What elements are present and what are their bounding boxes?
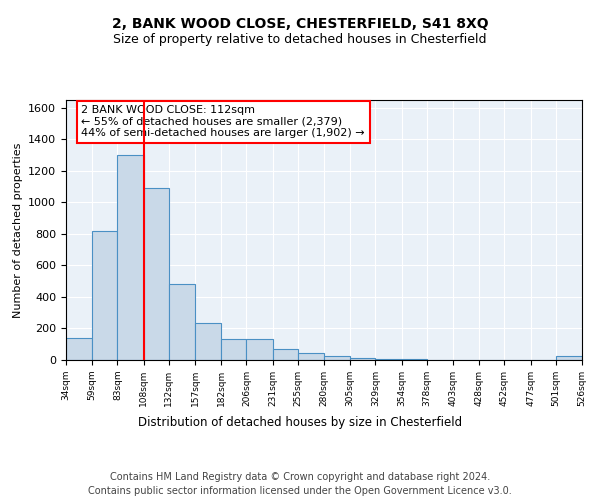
Bar <box>169 284 195 360</box>
Bar <box>376 359 401 360</box>
Y-axis label: Number of detached properties: Number of detached properties <box>13 142 23 318</box>
Bar <box>195 323 221 360</box>
Bar <box>66 338 92 360</box>
Text: 2 BANK WOOD CLOSE: 112sqm
← 55% of detached houses are smaller (2,379)
44% of se: 2 BANK WOOD CLOSE: 112sqm ← 55% of detac… <box>82 105 365 138</box>
Text: 2, BANK WOOD CLOSE, CHESTERFIELD, S41 8XQ: 2, BANK WOOD CLOSE, CHESTERFIELD, S41 8X… <box>112 18 488 32</box>
Bar <box>92 231 118 360</box>
Bar <box>401 359 427 360</box>
Bar <box>247 338 272 360</box>
Text: Contains HM Land Registry data © Crown copyright and database right 2024.
Contai: Contains HM Land Registry data © Crown c… <box>88 472 512 496</box>
Bar <box>324 356 350 360</box>
Bar <box>221 338 247 360</box>
Text: Size of property relative to detached houses in Chesterfield: Size of property relative to detached ho… <box>113 32 487 46</box>
Bar <box>556 356 582 360</box>
Bar <box>272 349 298 360</box>
Bar <box>298 353 324 360</box>
Bar <box>143 188 169 360</box>
Bar <box>118 155 143 360</box>
Text: Distribution of detached houses by size in Chesterfield: Distribution of detached houses by size … <box>138 416 462 429</box>
Bar <box>350 358 376 360</box>
